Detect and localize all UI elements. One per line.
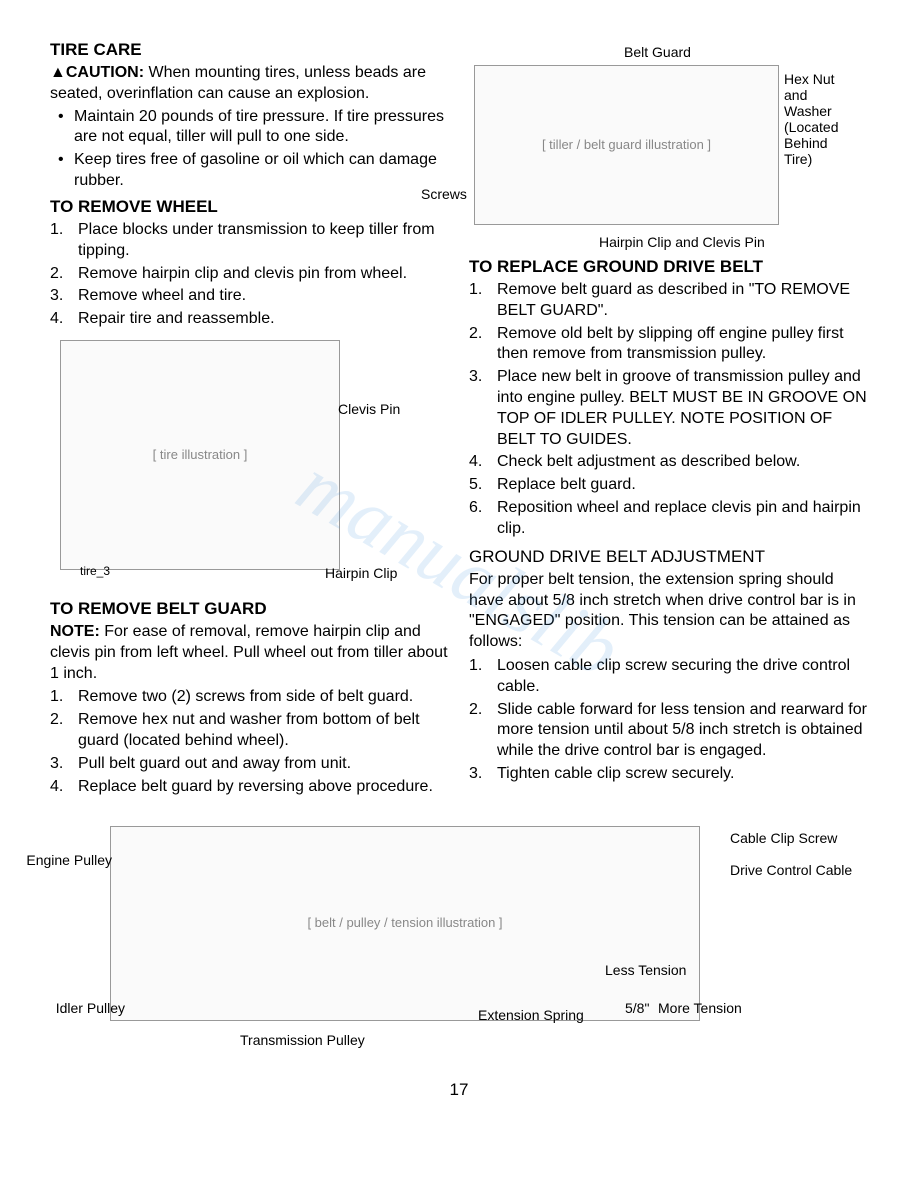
bullet-item: Keep tires free of gasoline or oil which…: [58, 150, 449, 192]
label-idler-pulley: Idler Pulley: [35, 999, 125, 1017]
list-item: 4. Repair tire and reassemble.: [50, 309, 449, 330]
step-text: Place blocks under transmission to keep …: [78, 221, 435, 259]
step-text: Remove wheel and tire.: [78, 287, 246, 304]
tiller-diagram: [ tiller / belt guard illustration ] Bel…: [469, 43, 868, 248]
diagram-placeholder: [ belt / pulley / tension illustration ]: [110, 826, 700, 1021]
caution-label: CAUTION:: [66, 64, 144, 81]
list-number: 4.: [50, 777, 63, 798]
list-number: 2.: [50, 264, 63, 285]
step-text: Reposition wheel and replace clevis pin …: [497, 499, 861, 537]
left-column: TIRE CARE ▲CAUTION: When mounting tires,…: [50, 35, 449, 803]
replace-belt-title: TO REPLACE GROUND DRIVE BELT: [469, 256, 868, 278]
list-number: 5.: [469, 475, 482, 496]
adjustment-heading: GROUND DRIVE BELT ADJUSTMENT: [469, 546, 868, 568]
list-number: 1.: [469, 656, 482, 677]
list-item: 1. Remove belt guard as described in "TO …: [469, 280, 868, 322]
label-extension-spring: Extension Spring: [478, 1006, 584, 1024]
note-paragraph: NOTE: For ease of removal, remove hairpi…: [50, 622, 449, 684]
remove-belt-guard-title: TO REMOVE BELT GUARD: [50, 598, 449, 620]
belt-tension-diagram: [ belt / pulley / tension illustration ]…: [50, 821, 868, 1051]
bullet-item: Maintain 20 pounds of tire pressure. If …: [58, 107, 449, 149]
list-number: 2.: [469, 700, 482, 721]
list-item: 4. Replace belt guard by reversing above …: [50, 777, 449, 798]
label-drive-control-cable: Drive Control Cable: [730, 861, 852, 879]
note-text: For ease of removal, remove hairpin clip…: [50, 623, 448, 682]
label-hex-nut: Hex Nut and Washer (Located Behind Tire): [784, 71, 854, 168]
list-number: 3.: [50, 754, 63, 775]
step-text: Repair tire and reassemble.: [78, 310, 275, 327]
step-text: Loosen cable clip screw securing the dri…: [497, 657, 850, 695]
remove-wheel-title: TO REMOVE WHEEL: [50, 196, 449, 218]
page-content: TIRE CARE ▲CAUTION: When mounting tires,…: [50, 35, 868, 1102]
label-clevis-pin: Clevis Pin: [338, 400, 400, 418]
label-hairpin-clip: Hairpin Clip: [325, 564, 397, 582]
list-item: 1. Remove two (2) screws from side of bel…: [50, 687, 449, 708]
step-text: Check belt adjustment as described below…: [497, 453, 800, 470]
label-cable-clip-screw: Cable Clip Screw: [730, 829, 837, 847]
diagram-placeholder: [ tiller / belt guard illustration ]: [474, 65, 779, 225]
step-text: Remove old belt by slipping off engine p…: [497, 325, 844, 363]
label-hairpin-clevis: Hairpin Clip and Clevis Pin: [599, 233, 765, 251]
list-number: 4.: [50, 309, 63, 330]
page-number: 17: [50, 1079, 868, 1101]
list-item: 5. Replace belt guard.: [469, 475, 868, 496]
remove-wheel-steps: 1. Place blocks under transmission to kee…: [50, 220, 449, 330]
list-number: 6.: [469, 498, 482, 519]
step-text: Slide cable forward for less tension and…: [497, 701, 867, 760]
list-item: 2. Remove old belt by slipping off engine…: [469, 324, 868, 366]
list-number: 3.: [469, 764, 482, 785]
list-number: 2.: [469, 324, 482, 345]
tire-care-bullets: Maintain 20 pounds of tire pressure. If …: [50, 107, 449, 192]
diagram-placeholder: [ tire illustration ]: [60, 340, 340, 570]
list-number: 2.: [50, 710, 63, 731]
step-text: Replace belt guard.: [497, 476, 636, 493]
step-text: Remove two (2) screws from side of belt …: [78, 688, 413, 705]
step-text: Replace belt guard by reversing above pr…: [78, 778, 433, 795]
step-text: Place new belt in groove of transmission…: [497, 368, 867, 447]
label-five-eighths: 5/8": [625, 999, 649, 1017]
list-item: 2. Slide cable forward for less tension a…: [469, 700, 868, 762]
list-number: 4.: [469, 452, 482, 473]
label-less-tension: Less Tension: [605, 961, 686, 979]
caution-paragraph: ▲CAUTION: When mounting tires, unless be…: [50, 63, 449, 105]
list-item: 3. Tighten cable clip screw securely.: [469, 764, 868, 785]
list-item: 2. Remove hairpin clip and clevis pin fro…: [50, 264, 449, 285]
label-tire3: tire_3: [80, 564, 110, 580]
list-item: 2. Remove hex nut and washer from bottom …: [50, 710, 449, 752]
list-item: 3. Place new belt in groove of transmissi…: [469, 367, 868, 450]
bottom-diagram-section: [ belt / pulley / tension illustration ]…: [50, 813, 868, 1059]
list-item: 3. Pull belt guard out and away from unit…: [50, 754, 449, 775]
step-text: Remove hairpin clip and clevis pin from …: [78, 265, 407, 282]
label-belt-guard: Belt Guard: [624, 43, 691, 61]
list-item: 1. Loosen cable clip screw securing the d…: [469, 656, 868, 698]
list-number: 1.: [50, 687, 63, 708]
list-item: 3. Remove wheel and tire.: [50, 286, 449, 307]
list-item: 1. Place blocks under transmission to kee…: [50, 220, 449, 262]
step-text: Pull belt guard out and away from unit.: [78, 755, 351, 772]
adjustment-intro: For proper belt tension, the extension s…: [469, 570, 868, 653]
step-text: Remove belt guard as described in "TO RE…: [497, 281, 850, 319]
list-item: 4. Check belt adjustment as described bel…: [469, 452, 868, 473]
note-label: NOTE:: [50, 623, 100, 640]
list-number: 1.: [469, 280, 482, 301]
label-engine-pulley: Engine Pulley: [22, 851, 112, 869]
list-number: 3.: [50, 286, 63, 307]
tire-diagram: [ tire illustration ] Clevis Pin Hairpin…: [50, 340, 449, 590]
list-number: 1.: [50, 220, 63, 241]
step-text: Tighten cable clip screw securely.: [497, 765, 734, 782]
right-column: [ tiller / belt guard illustration ] Bel…: [469, 35, 868, 803]
replace-belt-steps: 1. Remove belt guard as described in "TO …: [469, 280, 868, 540]
list-item: 6. Reposition wheel and replace clevis pi…: [469, 498, 868, 540]
label-more-tension: More Tension: [658, 999, 742, 1017]
label-screws: Screws: [421, 185, 467, 203]
two-column-layout: TIRE CARE ▲CAUTION: When mounting tires,…: [50, 35, 868, 803]
remove-belt-guard-steps: 1. Remove two (2) screws from side of bel…: [50, 687, 449, 797]
label-transmission-pulley: Transmission Pulley: [240, 1031, 365, 1049]
adjustment-steps: 1. Loosen cable clip screw securing the d…: [469, 656, 868, 785]
tire-care-title: TIRE CARE: [50, 39, 449, 61]
warning-icon: ▲: [50, 64, 66, 81]
step-text: Remove hex nut and washer from bottom of…: [78, 711, 420, 749]
list-number: 3.: [469, 367, 482, 388]
